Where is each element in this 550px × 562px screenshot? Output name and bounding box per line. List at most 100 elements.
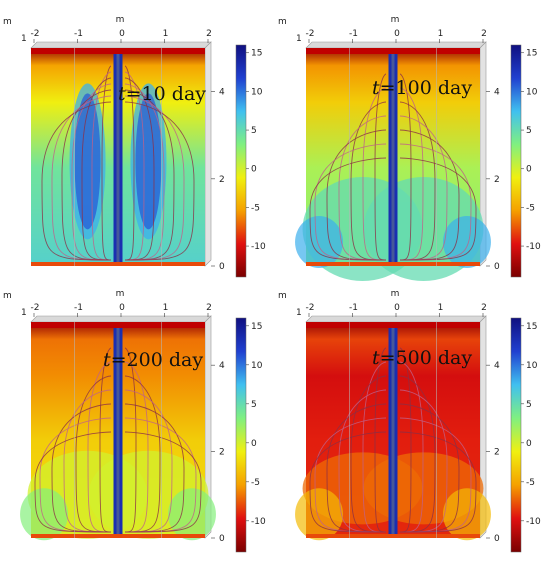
contour-line	[124, 89, 175, 261]
bottom-boundary-band	[31, 262, 205, 266]
y-tick-label: 2	[494, 175, 500, 185]
contour-line	[61, 89, 112, 261]
x-tick-label: 0	[394, 303, 400, 313]
x-tick-label: 1	[163, 303, 169, 313]
contour-line	[314, 417, 387, 533]
well-core	[116, 322, 120, 538]
contour-lines	[309, 73, 477, 261]
y-unit-corner-label: 1	[296, 308, 302, 318]
field-lobe-core	[20, 488, 69, 541]
contour-line	[309, 157, 387, 261]
time-label-value: =500 day	[380, 347, 473, 369]
contour-line	[51, 95, 112, 261]
contour-line	[51, 403, 112, 533]
y-tick-label: 2	[494, 448, 500, 458]
contour-line	[314, 143, 387, 261]
contour-line	[71, 83, 112, 261]
bottom-boundary-band	[31, 534, 205, 538]
colorbar-tick-label: 15	[526, 49, 537, 59]
bottom-boundary-band	[306, 262, 480, 266]
contour-line	[374, 347, 387, 533]
x-unit-label: m	[116, 289, 125, 299]
colorbar-tick-label: 10	[526, 87, 538, 97]
contour-line	[87, 361, 112, 533]
top-boundary-band	[31, 48, 205, 54]
contour-line	[124, 95, 185, 261]
y-tick-label: 0	[494, 262, 500, 272]
contour-line	[399, 87, 424, 261]
field-lobe-core	[295, 216, 344, 269]
y-unit-label: m	[3, 291, 12, 301]
colorbar-tick-label: 15	[526, 322, 537, 332]
contour-line	[399, 347, 412, 533]
contour-line	[326, 403, 387, 533]
contour-line	[338, 115, 387, 261]
x-tick-label: 0	[119, 303, 125, 313]
contour-line	[124, 77, 155, 261]
x-tick-label: -2	[31, 303, 40, 313]
contour-line	[326, 129, 387, 261]
contour-line	[81, 77, 112, 261]
colorbar-tick-label: 5	[251, 400, 257, 410]
contour-line	[362, 87, 387, 261]
time-label-value: =100 day	[380, 77, 473, 99]
contour-line	[124, 417, 197, 533]
time-label-variable: t	[372, 77, 380, 99]
y-unit-corner-label: 1	[21, 34, 27, 44]
contour-line	[350, 101, 387, 261]
contour-line	[374, 73, 387, 261]
bottom-boundary-band	[306, 534, 480, 538]
x-unit-label: m	[391, 289, 400, 299]
contour-line	[124, 83, 165, 261]
contour-line	[124, 431, 202, 533]
colorbar-tick-label: 5	[526, 400, 532, 410]
contour-line	[99, 347, 112, 533]
well-core	[391, 322, 395, 538]
top-boundary-band	[306, 48, 480, 54]
contour-line	[309, 431, 387, 533]
y-tick-label: 0	[219, 534, 225, 544]
contour-line	[399, 143, 472, 261]
field-lobe-core	[167, 488, 216, 541]
colorbar-tick-label: 0	[526, 165, 532, 175]
contour-lines	[41, 65, 195, 261]
time-label-value: =200 day	[111, 349, 204, 371]
y-tick-label: 4	[494, 88, 500, 98]
top-boundary-band	[306, 322, 480, 328]
contour-line	[124, 65, 135, 261]
y-unit-label: m	[278, 291, 287, 301]
time-label-variable: t	[103, 349, 111, 371]
colorbar-tick-label: -10	[251, 242, 266, 252]
colorbar	[510, 317, 522, 553]
y-unit-label: m	[3, 17, 12, 27]
x-tick-label: -1	[349, 29, 358, 39]
colorbar-tick-label: 10	[251, 87, 263, 97]
x-tick-label: -1	[74, 29, 83, 39]
x-tick-label: -2	[31, 29, 40, 39]
contour-line	[124, 347, 137, 533]
contour-line	[350, 375, 387, 533]
x-tick-label: 2	[206, 29, 212, 39]
x-tick-label: 1	[438, 29, 444, 39]
x-tick-label: -1	[74, 303, 83, 313]
contour-line	[124, 389, 173, 533]
x-tick-label: 0	[394, 29, 400, 39]
contour-line	[399, 115, 448, 261]
frame-right-face	[204, 41, 212, 267]
y-tick-label: 0	[219, 262, 225, 272]
colorbar-tick-label: -5	[251, 478, 260, 488]
colorbar-tick-label: 15	[251, 322, 262, 332]
x-tick-label: -2	[306, 29, 315, 39]
contour-line	[338, 389, 387, 533]
contour-line	[39, 417, 112, 533]
y-tick-label: 2	[219, 175, 225, 185]
contour-line	[34, 431, 112, 533]
contour-line	[399, 73, 412, 261]
colorbar-tick-label: -5	[526, 478, 535, 488]
colorbar	[235, 317, 247, 553]
field-lobe-core	[442, 488, 491, 541]
